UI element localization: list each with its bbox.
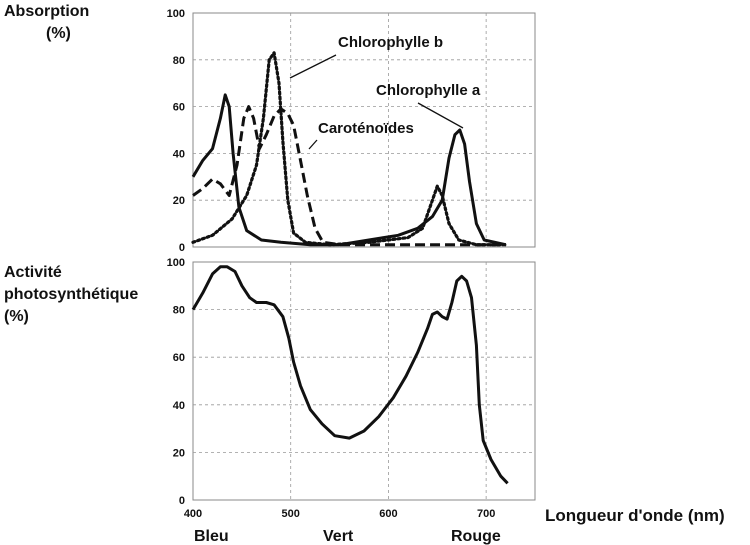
x-axis-title: Longueur d'onde (nm) xyxy=(545,506,725,525)
absorption-y-tick-label: 40 xyxy=(173,148,185,160)
absorption-axis-title-line-1: Absorption xyxy=(4,3,89,20)
activity-y-tick-label: 0 xyxy=(179,495,185,507)
absorption-y-tick-label: 20 xyxy=(173,195,185,207)
activity-axis-title-line-1: Activité xyxy=(4,264,62,281)
carotenoides-leader-line xyxy=(308,139,318,150)
color-label-rouge: Rouge xyxy=(451,528,501,545)
activity-y-tick-labels: 0 20 40 60 80 100 xyxy=(167,257,185,507)
absorption-series-line-carot-no-des xyxy=(192,105,506,247)
absorption-y-tick-label: 80 xyxy=(173,55,185,67)
chlorophylle-a-leader-line xyxy=(417,102,464,129)
absorption-panel: 0 20 40 60 80 100 Absorption (%) Chlorophylle… xyxy=(4,3,536,254)
activity-gridlines xyxy=(193,262,535,500)
absorption-y-tick-label: 0 xyxy=(179,242,185,254)
activity-axis-title-line-2: photosynthétique xyxy=(4,286,138,303)
absorption-plot-frame xyxy=(192,12,536,248)
chlorophylle-b-leader-line xyxy=(289,54,337,79)
activity-y-tick-label: 40 xyxy=(173,400,185,412)
activity-x-tick-label: 400 xyxy=(184,508,202,520)
carotenoides-label: Caroténoïdes xyxy=(318,120,414,137)
color-label-vert: Vert xyxy=(323,528,354,545)
absorption-series xyxy=(191,51,508,247)
activity-y-tick-label: 100 xyxy=(167,257,185,269)
activity-x-tick-label: 700 xyxy=(477,508,495,520)
activity-x-tick-labels: 400 500 600 700 xyxy=(184,508,496,520)
absorption-y-tick-labels: 0 20 40 60 80 100 xyxy=(167,8,185,254)
activity-y-tick-label: 20 xyxy=(173,447,185,459)
activity-series-line-0 xyxy=(191,265,509,485)
absorption-axis-title-line-2: (%) xyxy=(46,25,71,42)
activity-y-tick-label: 80 xyxy=(173,305,185,317)
activity-x-tick-label: 600 xyxy=(379,508,397,520)
chlorophylle-b-label: Chlorophylle b xyxy=(338,34,443,51)
absorption-series-line-chlorophylle-a xyxy=(191,93,507,247)
activity-x-tick-label: 500 xyxy=(282,508,300,520)
chlorophylle-a-label: Chlorophylle a xyxy=(376,82,481,99)
absorption-y-tick-label: 60 xyxy=(173,102,185,114)
color-label-bleu: Bleu xyxy=(194,528,229,545)
photosynthetic-activity-panel: 0 20 40 60 80 100 400 500 600 700 Activité photo… xyxy=(4,257,725,545)
activity-series xyxy=(191,265,509,485)
absorption-y-tick-label: 100 xyxy=(167,8,185,20)
activity-axis-title-line-3: (%) xyxy=(4,308,29,325)
activity-plot-frame xyxy=(192,261,536,501)
activity-y-tick-label: 60 xyxy=(173,352,185,364)
